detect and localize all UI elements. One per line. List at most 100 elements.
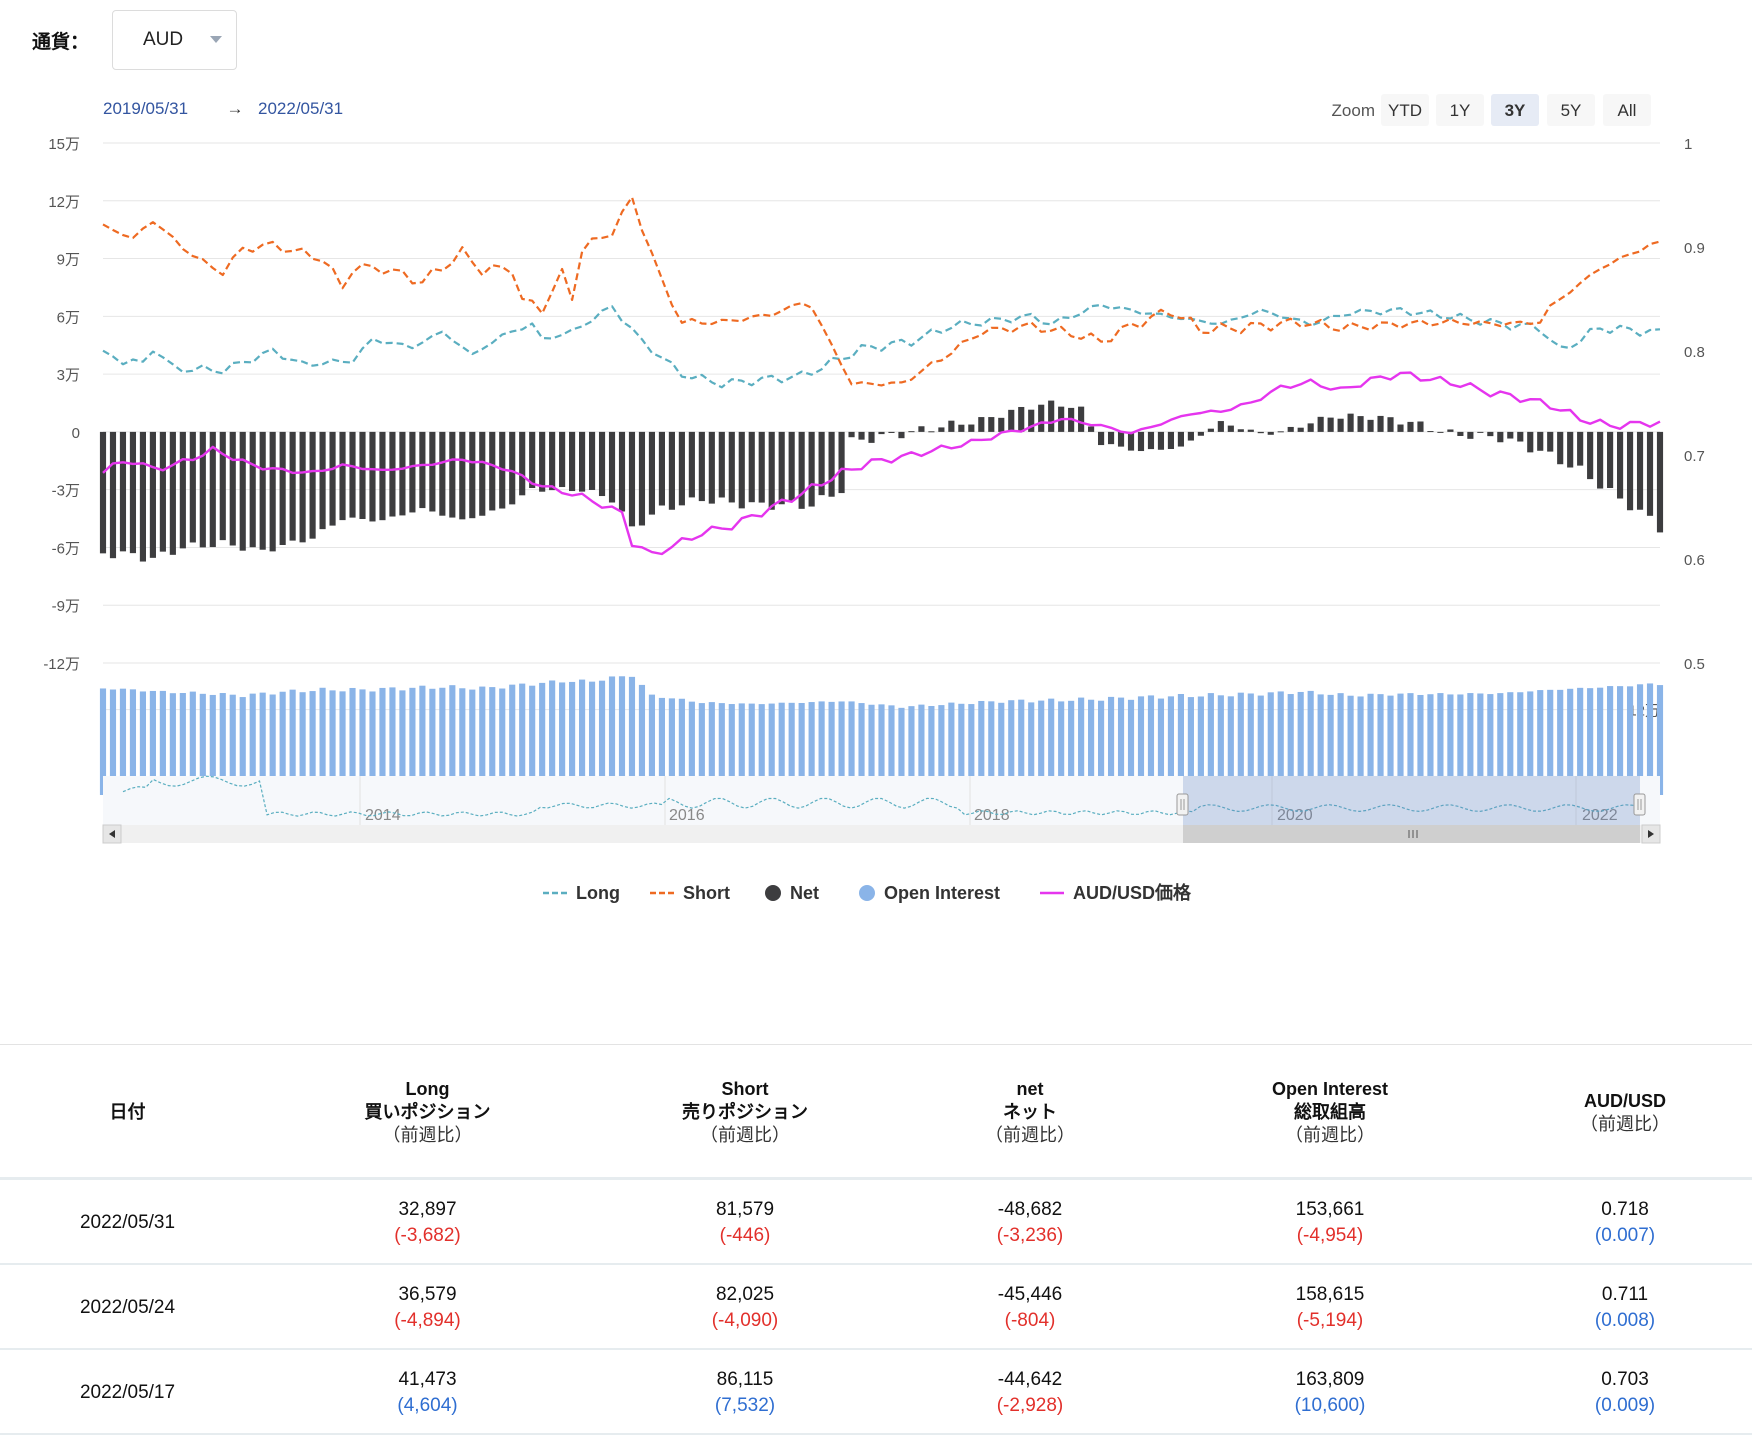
open-interest-bar bbox=[998, 702, 1005, 795]
legend: Long Short Net Open Interest AUD/USD価格 bbox=[543, 882, 1192, 903]
net-bar bbox=[1397, 424, 1404, 432]
net-bar bbox=[998, 417, 1005, 432]
open-interest-bar bbox=[1407, 693, 1414, 795]
open-interest-bar bbox=[1567, 688, 1574, 795]
navigator-bg bbox=[103, 776, 1660, 825]
open-interest-bar bbox=[1577, 687, 1584, 795]
net-bar bbox=[289, 431, 296, 541]
open-interest-bar bbox=[698, 703, 705, 795]
zoom-button-bg bbox=[1603, 94, 1651, 126]
open-interest-bar bbox=[728, 704, 735, 795]
y-tick-label-left: 6万 bbox=[57, 309, 80, 326]
open-interest-bar bbox=[379, 687, 386, 795]
open-interest-bar bbox=[359, 689, 366, 795]
cell-short: 82,025 (-4,090) bbox=[650, 1265, 840, 1350]
zoom-button-ytd[interactable]: YTD bbox=[1381, 94, 1429, 126]
long-series-line bbox=[102, 303, 1661, 389]
change-value: (-804) bbox=[1004, 1309, 1056, 1331]
net-bar bbox=[978, 417, 985, 432]
net-bar bbox=[1497, 431, 1504, 443]
open-interest-bar bbox=[778, 702, 785, 795]
header-net: net ネット （前週比） bbox=[985, 1079, 1075, 1145]
change-value: (-4,894) bbox=[394, 1309, 461, 1331]
navigator: 2014 2016 2018 2020 2022 bbox=[102, 775, 1661, 844]
legend-item-long[interactable]: Long bbox=[543, 883, 620, 903]
net-bar bbox=[129, 431, 137, 554]
legend-symbol bbox=[859, 885, 875, 901]
open-interest-bar bbox=[1367, 693, 1374, 795]
legend-item-short[interactable]: Short bbox=[650, 883, 730, 903]
net-bar bbox=[559, 431, 566, 488]
open-interest-bar bbox=[349, 687, 356, 795]
navigator-handle-right[interactable] bbox=[1633, 793, 1646, 816]
navigator-scrollbar[interactable] bbox=[102, 824, 1661, 844]
navigator-handle-left[interactable] bbox=[1176, 793, 1189, 816]
net-bar bbox=[1028, 409, 1035, 432]
net-bar bbox=[1507, 431, 1514, 439]
net-bar bbox=[169, 431, 176, 555]
open-interest-bar bbox=[838, 701, 845, 795]
net-bar bbox=[1088, 426, 1095, 432]
open-interest-bar bbox=[469, 689, 476, 795]
open-interest-bar bbox=[1467, 693, 1474, 795]
legend-item-open-interest[interactable]: Open Interest bbox=[859, 883, 1000, 903]
open-interest-bar bbox=[758, 704, 765, 795]
net-bar bbox=[469, 431, 476, 519]
net-bar bbox=[1437, 431, 1444, 433]
zoom-button-1y[interactable]: 1Y bbox=[1436, 94, 1484, 126]
net-bar bbox=[678, 431, 685, 506]
open-interest-bar bbox=[1048, 698, 1055, 795]
legend-item-net[interactable]: Net bbox=[765, 883, 819, 903]
open-interest-bar bbox=[1437, 693, 1444, 795]
net-bar bbox=[778, 431, 785, 505]
open-interest-bar bbox=[1197, 696, 1204, 795]
open-interest-bar bbox=[179, 693, 186, 795]
net-bar bbox=[1527, 431, 1534, 453]
open-interest-bar bbox=[1287, 694, 1294, 795]
open-interest-bar bbox=[139, 691, 146, 795]
cell-short: 86,115 (7,532) bbox=[650, 1350, 840, 1435]
net-bar bbox=[1127, 431, 1135, 451]
zoom-button-bg bbox=[1381, 94, 1429, 126]
net-bar bbox=[878, 431, 885, 435]
open-interest-bar bbox=[648, 694, 656, 795]
range-arrow: → bbox=[227, 99, 244, 118]
open-interest-bar bbox=[1008, 700, 1015, 795]
open-interest-bar bbox=[559, 682, 566, 795]
net-bar bbox=[1317, 416, 1324, 432]
open-interest-bar bbox=[1447, 694, 1454, 795]
cell-open-interest: 153,661 (-4,954) bbox=[1225, 1180, 1435, 1265]
open-interest-bar bbox=[119, 688, 127, 795]
open-interest-bar bbox=[1157, 698, 1165, 795]
open-interest-bar bbox=[209, 694, 216, 795]
open-interest-bar bbox=[638, 684, 646, 795]
zoom-button-all[interactable]: All bbox=[1603, 94, 1651, 126]
legend-item-aud-usd[interactable]: AUD/USD価格 bbox=[1040, 882, 1192, 903]
open-interest-bar bbox=[419, 685, 426, 795]
net-bar bbox=[229, 431, 236, 546]
net-bar bbox=[1607, 431, 1614, 489]
net-bar bbox=[449, 431, 456, 518]
zoom-button-5y[interactable]: 5Y bbox=[1547, 94, 1595, 126]
change-value: (-5,194) bbox=[1296, 1309, 1364, 1331]
open-interest-bar bbox=[1317, 694, 1324, 795]
open-interest-bar bbox=[1377, 694, 1384, 795]
zoom-button-3y[interactable]: 3Y bbox=[1491, 94, 1539, 126]
net-bar bbox=[1636, 431, 1644, 510]
currency-dropdown[interactable]: AUD bbox=[112, 10, 237, 70]
net-bar bbox=[1098, 431, 1105, 446]
open-interest-bar bbox=[678, 698, 685, 795]
net-bar bbox=[1137, 431, 1145, 452]
zoom-button-label: 5Y bbox=[1561, 101, 1582, 120]
open-interest-bar bbox=[489, 687, 496, 795]
net-bar bbox=[1237, 429, 1244, 432]
net-bar bbox=[1387, 417, 1394, 432]
net-bar bbox=[858, 431, 865, 440]
net-bar bbox=[1018, 406, 1025, 432]
cell-date: 2022/05/24 bbox=[79, 1296, 176, 1318]
net-bar bbox=[489, 431, 496, 511]
open-interest-bar bbox=[219, 693, 226, 795]
open-interest-bar bbox=[549, 680, 556, 795]
open-interest-bar bbox=[1187, 697, 1194, 795]
open-interest-bar bbox=[718, 703, 725, 795]
